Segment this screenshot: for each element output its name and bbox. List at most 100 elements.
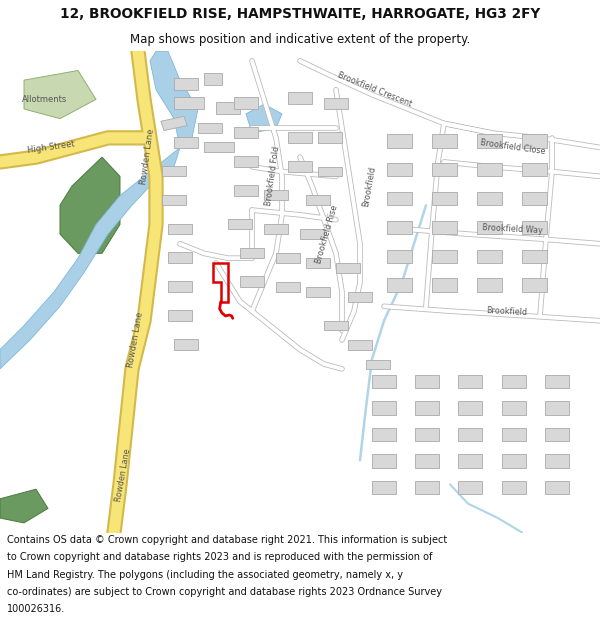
Polygon shape — [234, 185, 258, 196]
Polygon shape — [415, 454, 439, 468]
Polygon shape — [432, 278, 457, 292]
Polygon shape — [477, 249, 502, 263]
Polygon shape — [0, 489, 48, 523]
Text: Rowden Lane: Rowden Lane — [125, 311, 145, 369]
Polygon shape — [234, 127, 258, 138]
Polygon shape — [415, 374, 439, 388]
Polygon shape — [522, 249, 547, 263]
Polygon shape — [387, 192, 412, 205]
Polygon shape — [324, 98, 348, 109]
Polygon shape — [477, 221, 502, 234]
Polygon shape — [198, 124, 222, 133]
Polygon shape — [264, 190, 288, 201]
Polygon shape — [458, 428, 482, 441]
Polygon shape — [477, 192, 502, 205]
Polygon shape — [458, 374, 482, 388]
Text: 12, BROOKFIELD RISE, HAMPSTHWAITE, HARROGATE, HG3 2FY: 12, BROOKFIELD RISE, HAMPSTHWAITE, HARRO… — [60, 8, 540, 21]
Text: Map shows position and indicative extent of the property.: Map shows position and indicative extent… — [130, 34, 470, 46]
Polygon shape — [432, 221, 457, 234]
Polygon shape — [432, 249, 457, 263]
Polygon shape — [545, 428, 569, 441]
Text: Brookfield Way: Brookfield Way — [482, 223, 544, 236]
Polygon shape — [545, 374, 569, 388]
Polygon shape — [240, 276, 264, 287]
Polygon shape — [522, 192, 547, 205]
Polygon shape — [288, 161, 312, 171]
Polygon shape — [276, 282, 300, 292]
Polygon shape — [24, 71, 96, 119]
Polygon shape — [387, 278, 412, 292]
Polygon shape — [372, 428, 396, 441]
Polygon shape — [162, 166, 186, 176]
Polygon shape — [246, 104, 282, 133]
Polygon shape — [306, 287, 330, 297]
Polygon shape — [502, 454, 526, 468]
Polygon shape — [234, 156, 258, 167]
Polygon shape — [306, 194, 330, 205]
Polygon shape — [458, 401, 482, 414]
Polygon shape — [240, 248, 264, 258]
Text: HM Land Registry. The polygons (including the associated geometry, namely x, y: HM Land Registry. The polygons (includin… — [7, 569, 403, 579]
Polygon shape — [234, 97, 258, 109]
Polygon shape — [502, 374, 526, 388]
Text: 100026316.: 100026316. — [7, 604, 65, 614]
Text: High Street: High Street — [27, 140, 75, 155]
Polygon shape — [387, 221, 412, 234]
Polygon shape — [522, 278, 547, 292]
Text: to Crown copyright and database rights 2023 and is reproduced with the permissio: to Crown copyright and database rights 2… — [7, 552, 433, 562]
Polygon shape — [288, 132, 312, 142]
Polygon shape — [161, 116, 187, 131]
Polygon shape — [372, 374, 396, 388]
Polygon shape — [387, 134, 412, 148]
Polygon shape — [545, 481, 569, 494]
Polygon shape — [522, 163, 547, 176]
Polygon shape — [174, 78, 198, 90]
Polygon shape — [324, 321, 348, 331]
Polygon shape — [162, 194, 186, 205]
Polygon shape — [300, 229, 324, 239]
Polygon shape — [174, 97, 204, 109]
Polygon shape — [502, 428, 526, 441]
Polygon shape — [545, 454, 569, 468]
Polygon shape — [318, 132, 342, 142]
Polygon shape — [204, 142, 234, 152]
Text: Rowden Lane: Rowden Lane — [139, 129, 155, 186]
Polygon shape — [168, 253, 192, 263]
Polygon shape — [348, 340, 372, 349]
Polygon shape — [0, 51, 198, 369]
Polygon shape — [336, 263, 360, 272]
Polygon shape — [276, 253, 300, 263]
Polygon shape — [432, 163, 457, 176]
Polygon shape — [372, 401, 396, 414]
Polygon shape — [174, 339, 198, 349]
Polygon shape — [372, 454, 396, 468]
Polygon shape — [387, 163, 412, 176]
Text: Brookfield Rise: Brookfield Rise — [314, 204, 340, 264]
Polygon shape — [216, 102, 240, 114]
Text: Brookfield Close: Brookfield Close — [480, 139, 546, 156]
Polygon shape — [522, 134, 547, 148]
Polygon shape — [264, 224, 288, 234]
Polygon shape — [415, 428, 439, 441]
Polygon shape — [477, 134, 502, 148]
Polygon shape — [477, 163, 502, 176]
Polygon shape — [545, 401, 569, 414]
Text: Brookfield: Brookfield — [486, 306, 528, 317]
Polygon shape — [228, 219, 252, 229]
Polygon shape — [288, 92, 312, 104]
Polygon shape — [415, 401, 439, 414]
Polygon shape — [387, 249, 412, 263]
Polygon shape — [458, 481, 482, 494]
Polygon shape — [60, 157, 120, 253]
Polygon shape — [502, 481, 526, 494]
Text: Brookfield Crescent: Brookfield Crescent — [337, 71, 413, 109]
Polygon shape — [348, 292, 372, 301]
Polygon shape — [432, 192, 457, 205]
Polygon shape — [432, 134, 457, 148]
Polygon shape — [458, 454, 482, 468]
Polygon shape — [168, 281, 192, 292]
Polygon shape — [502, 401, 526, 414]
Polygon shape — [366, 360, 390, 369]
Polygon shape — [477, 278, 502, 292]
Polygon shape — [318, 167, 342, 176]
